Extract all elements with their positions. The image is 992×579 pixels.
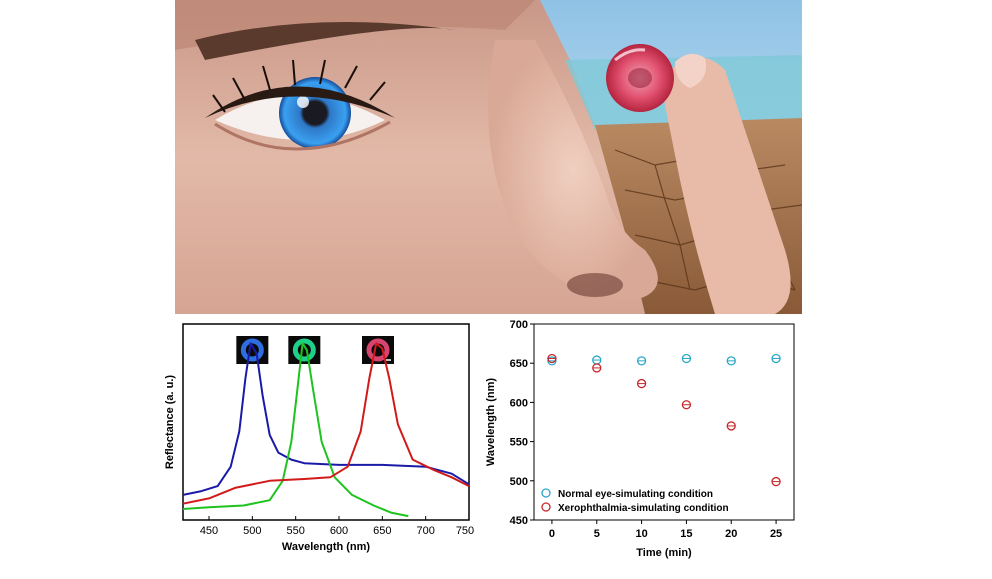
x-tick-label: 25 (770, 528, 782, 540)
wavelength-time-chart: 0 5 10 15 20 25 450 500 550 600 650 700 Normal eye-… (478, 318, 808, 574)
plot-frame (182, 323, 470, 521)
x-tick-label: 450 (200, 525, 218, 537)
legend-label-0: Normal eye-simulating condition (558, 489, 713, 500)
legend-marker-1 (541, 502, 551, 512)
y-tick-label: 500 (510, 476, 528, 488)
illustration (175, 0, 802, 314)
spectrum-line-0 (182, 342, 470, 496)
reflectance-chart-svg: 450 500 550 600 650 700 750 Wavelength (nm) Re… (164, 323, 474, 553)
y-tick-label: 550 (510, 437, 528, 449)
x-axis-label: Time (min) (636, 547, 692, 559)
x-tick-label: 15 (680, 528, 692, 540)
spectrum-line-2 (182, 342, 470, 505)
y-tick-label: 600 (510, 397, 528, 409)
y-tick-label: 450 (510, 515, 528, 527)
illustration-art (175, 0, 802, 314)
x-tick-label: 700 (416, 525, 434, 537)
x-tick-label: 550 (286, 525, 304, 537)
x-tick-label: 650 (373, 525, 391, 537)
spectrum-line-1 (182, 342, 409, 518)
x-tick-label: 500 (243, 525, 261, 537)
x-tick-label: 10 (635, 528, 647, 540)
x-tick-label: 20 (725, 528, 737, 540)
inset-ring-0 (240, 338, 264, 362)
plot-frame (533, 323, 795, 521)
inset-ring-2 (366, 338, 390, 362)
reflectance-chart: 450 500 550 600 650 700 750 Wavelength (nm) Re… (145, 318, 475, 574)
x-tick-label: 0 (549, 528, 555, 540)
inset-ring-1 (292, 338, 316, 362)
y-axis-label: Wavelength (nm) (485, 378, 497, 467)
x-tick-label: 750 (456, 525, 474, 537)
x-tick-label: 600 (330, 525, 348, 537)
y-tick-label: 700 (510, 319, 528, 331)
x-tick-label: 5 (594, 528, 600, 540)
x-axis-label: Wavelength (nm) (282, 541, 371, 553)
legend-label-1: Xerophthalmia-simulating condition (558, 503, 729, 514)
y-axis-label: Reflectance (a. u.) (164, 375, 176, 469)
y-tick-label: 650 (510, 358, 528, 370)
wavelength-time-chart-svg: 0 5 10 15 20 25 450 500 550 600 650 700 Normal eye-… (485, 319, 795, 559)
legend-marker-0 (541, 488, 551, 498)
